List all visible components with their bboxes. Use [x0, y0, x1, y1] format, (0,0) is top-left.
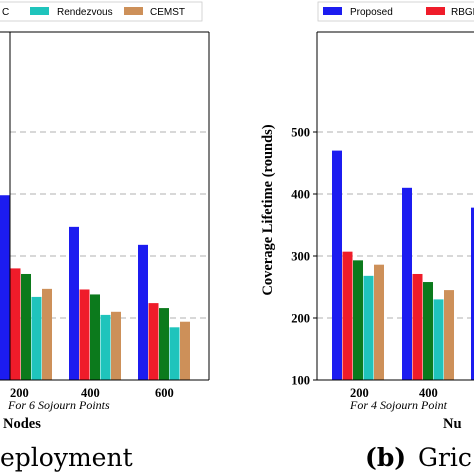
left-caption: eployment [0, 443, 133, 472]
right-legend-box [317, 1, 474, 22]
left-xticks: 200 400 600 [10, 386, 174, 400]
bar-proposed-400 [402, 187, 412, 380]
left-xtick-label: 400 [81, 386, 100, 400]
bar-rbgm-200 [10, 268, 21, 380]
right-yaxis-title: Coverage Lifetime (rounds) [260, 124, 276, 295]
right-ytick-label: 500 [291, 126, 310, 140]
bar-cemst-200 [374, 264, 384, 380]
right-xaxis-title: Nu [443, 416, 462, 432]
bar-rendezvous-400 [433, 299, 444, 380]
bar-proposed-partial [471, 207, 474, 380]
bar-rbgm-200 [342, 251, 353, 380]
left-legend-label-cemst: CEMST [150, 7, 185, 18]
bar-green-600 [159, 308, 169, 380]
right-xticks: 200 400 [350, 386, 438, 400]
left-bars [0, 195, 190, 380]
bar-cemst-400 [111, 311, 121, 380]
right-legend-swatch-proposed [323, 7, 342, 15]
bar-green-200 [353, 260, 363, 380]
right-yticks: 100 200 300 400 500 [291, 126, 317, 388]
bar-rendezvous-400 [100, 314, 111, 380]
bar-green-400 [423, 282, 433, 380]
bar-green-400 [90, 294, 100, 380]
bar-rendezvous-200 [31, 296, 42, 380]
right-legend: Proposed RBGM [317, 1, 474, 22]
left-legend-label-rendezvous: Rendezvous [57, 7, 113, 18]
bar-proposed-600 [138, 244, 148, 380]
right-caption-text: Gric [418, 443, 472, 472]
bar-cemst-600 [180, 321, 190, 380]
right-annotation: For 4 Sojourn Point [349, 398, 448, 412]
left-xaxis-title: Nodes [3, 416, 41, 432]
right-ytick-label: 100 [291, 374, 310, 388]
right-legend-label-proposed: Proposed [350, 7, 393, 18]
right-xtick-label: 400 [419, 386, 438, 400]
bar-green-200 [21, 273, 31, 380]
right-ytick-label: 300 [291, 250, 310, 264]
right-ytick-label: 400 [291, 188, 310, 202]
bar-proposed-200 [332, 150, 342, 380]
bar-rendezvous-600 [169, 327, 180, 380]
left-annotation: For 6 Sojourn Points [7, 398, 110, 412]
right-legend-swatch-rbgm [426, 7, 445, 15]
left-legend-swatch-rendezvous [30, 7, 49, 15]
bar-cemst-200 [42, 288, 52, 380]
left-legend-label-1: C [2, 7, 9, 18]
left-legend: C Rendezvous CEMST [0, 1, 203, 22]
bar-rbgm-600 [148, 303, 159, 380]
left-legend-box [0, 1, 203, 22]
left-legend-swatch-cemst [124, 7, 143, 15]
left-panel: C Rendezvous CEMST 200 400 600 For 6 Soj… [0, 1, 210, 472]
left-xtick-label: 600 [155, 386, 174, 400]
right-legend-label-rbgm: RBGM [451, 7, 474, 18]
left-gridlines [10, 131, 209, 319]
bar-cemst-400 [444, 290, 454, 380]
right-panel: 100 200 300 400 500 Proposed RBGM Coverage L… [260, 1, 474, 472]
right-caption-letter: (b) [365, 443, 406, 472]
right-bars [332, 150, 474, 380]
bar-proposed-200 [0, 195, 10, 380]
bar-rendezvous-200 [363, 275, 374, 380]
bar-rbgm-400 [79, 289, 90, 380]
left-xtick-label: 200 [10, 386, 29, 400]
right-ytick-label: 200 [291, 312, 310, 326]
bar-rbgm-400 [412, 273, 423, 380]
bar-proposed-400 [69, 226, 79, 380]
right-xtick-label: 200 [350, 386, 369, 400]
